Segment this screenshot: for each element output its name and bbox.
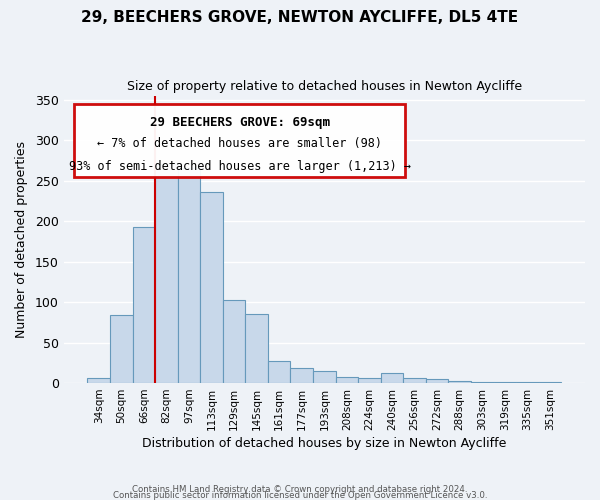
Text: Contains HM Land Registry data © Crown copyright and database right 2024.: Contains HM Land Registry data © Crown c… <box>132 484 468 494</box>
Bar <box>358 378 381 383</box>
Bar <box>313 371 335 383</box>
Bar <box>88 378 110 383</box>
FancyBboxPatch shape <box>74 104 405 178</box>
Bar <box>290 368 313 383</box>
Text: ← 7% of detached houses are smaller (98): ← 7% of detached houses are smaller (98) <box>97 137 382 150</box>
Bar <box>110 315 133 383</box>
Bar <box>178 168 200 383</box>
Text: 29, BEECHERS GROVE, NEWTON AYCLIFFE, DL5 4TE: 29, BEECHERS GROVE, NEWTON AYCLIFFE, DL5… <box>82 10 518 25</box>
Bar <box>426 379 448 383</box>
Text: 93% of semi-detached houses are larger (1,213) →: 93% of semi-detached houses are larger (… <box>68 160 410 173</box>
Bar <box>335 376 358 383</box>
Bar <box>381 372 403 383</box>
Y-axis label: Number of detached properties: Number of detached properties <box>15 141 28 338</box>
Bar <box>539 382 562 383</box>
Text: Contains public sector information licensed under the Open Government Licence v3: Contains public sector information licen… <box>113 490 487 500</box>
Bar <box>200 192 223 383</box>
Bar <box>133 227 155 383</box>
Bar <box>494 382 516 383</box>
Bar <box>268 361 290 383</box>
Text: 29 BEECHERS GROVE: 69sqm: 29 BEECHERS GROVE: 69sqm <box>149 116 329 128</box>
Bar <box>403 378 426 383</box>
Bar <box>471 382 494 383</box>
Bar <box>448 382 471 383</box>
Title: Size of property relative to detached houses in Newton Aycliffe: Size of property relative to detached ho… <box>127 80 522 93</box>
Bar <box>516 382 539 383</box>
Bar <box>223 300 245 383</box>
X-axis label: Distribution of detached houses by size in Newton Aycliffe: Distribution of detached houses by size … <box>142 437 506 450</box>
Bar <box>245 314 268 383</box>
Bar <box>155 164 178 383</box>
